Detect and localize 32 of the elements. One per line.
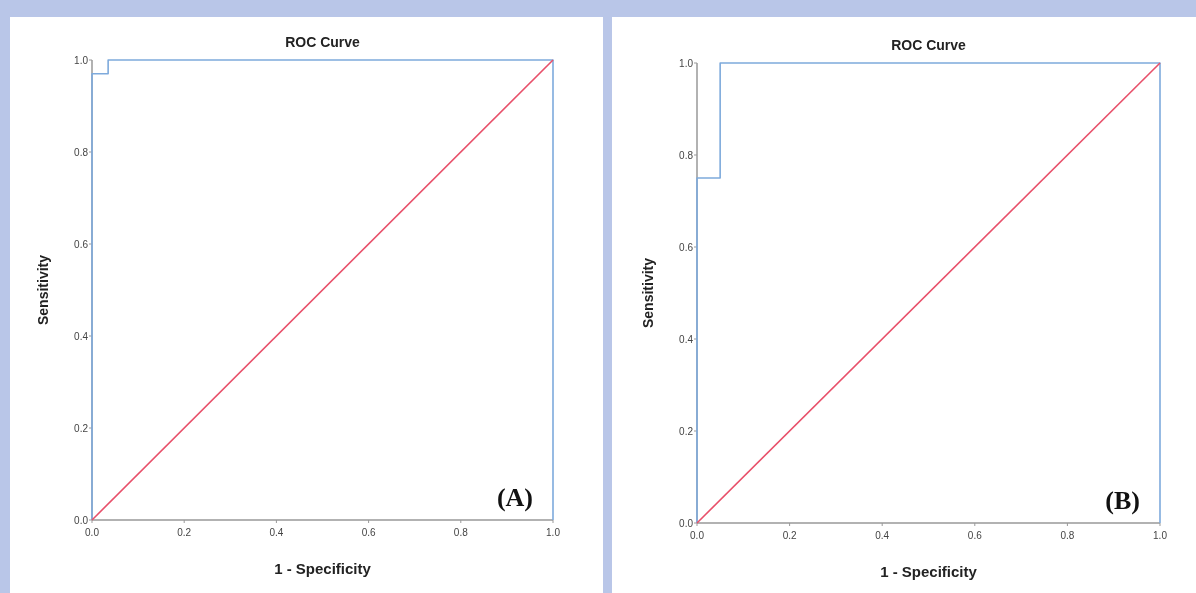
y-tick-label: 0.2: [74, 422, 89, 434]
x-tick-label: 0.0: [85, 527, 100, 538]
x-tick-label: 0.8: [453, 527, 469, 538]
y-tick-label: 0.4: [74, 330, 89, 342]
x-tick-label: 0.0: [690, 530, 705, 541]
y-tick-label: 0.8: [679, 149, 694, 161]
y-tick-label: 1.0: [679, 57, 694, 69]
chart-title: ROC Curve: [285, 34, 361, 50]
y-tick-label: 0.0: [74, 514, 89, 526]
x-axis-title: 1 - Specificity: [274, 560, 372, 577]
annotation: (A): [496, 483, 533, 512]
y-axis-title: Sensitivity: [35, 254, 51, 326]
chart-title: ROC Curve: [891, 37, 967, 53]
y-tick-label: 0.2: [679, 425, 694, 437]
annotation: (B): [1105, 486, 1140, 515]
x-tick-label: 0.6: [967, 530, 983, 541]
x-tick-label: 0.2: [782, 530, 797, 541]
y-axis-title: Sensitivity: [640, 257, 656, 329]
x-tick-label: 1.0: [546, 527, 561, 538]
x-tick-label: 0.4: [875, 530, 890, 541]
y-tick-label: 0.6: [679, 241, 694, 253]
x-tick-label: 0.8: [1060, 530, 1075, 541]
y-tick-label: 0.6: [74, 238, 89, 250]
y-tick-label: 0.4: [679, 333, 694, 345]
y-tick-label: 1.0: [74, 54, 89, 66]
x-tick-label: 0.6: [361, 527, 376, 538]
y-tick-label: 0.0: [679, 517, 694, 529]
x-tick-label: 0.2: [177, 527, 192, 538]
x-axis-title: 1 - Specificity: [880, 563, 978, 580]
x-tick-label: 1.0: [1153, 530, 1168, 541]
x-tick-label: 0.4: [269, 527, 284, 538]
y-tick-label: 0.8: [74, 146, 89, 158]
